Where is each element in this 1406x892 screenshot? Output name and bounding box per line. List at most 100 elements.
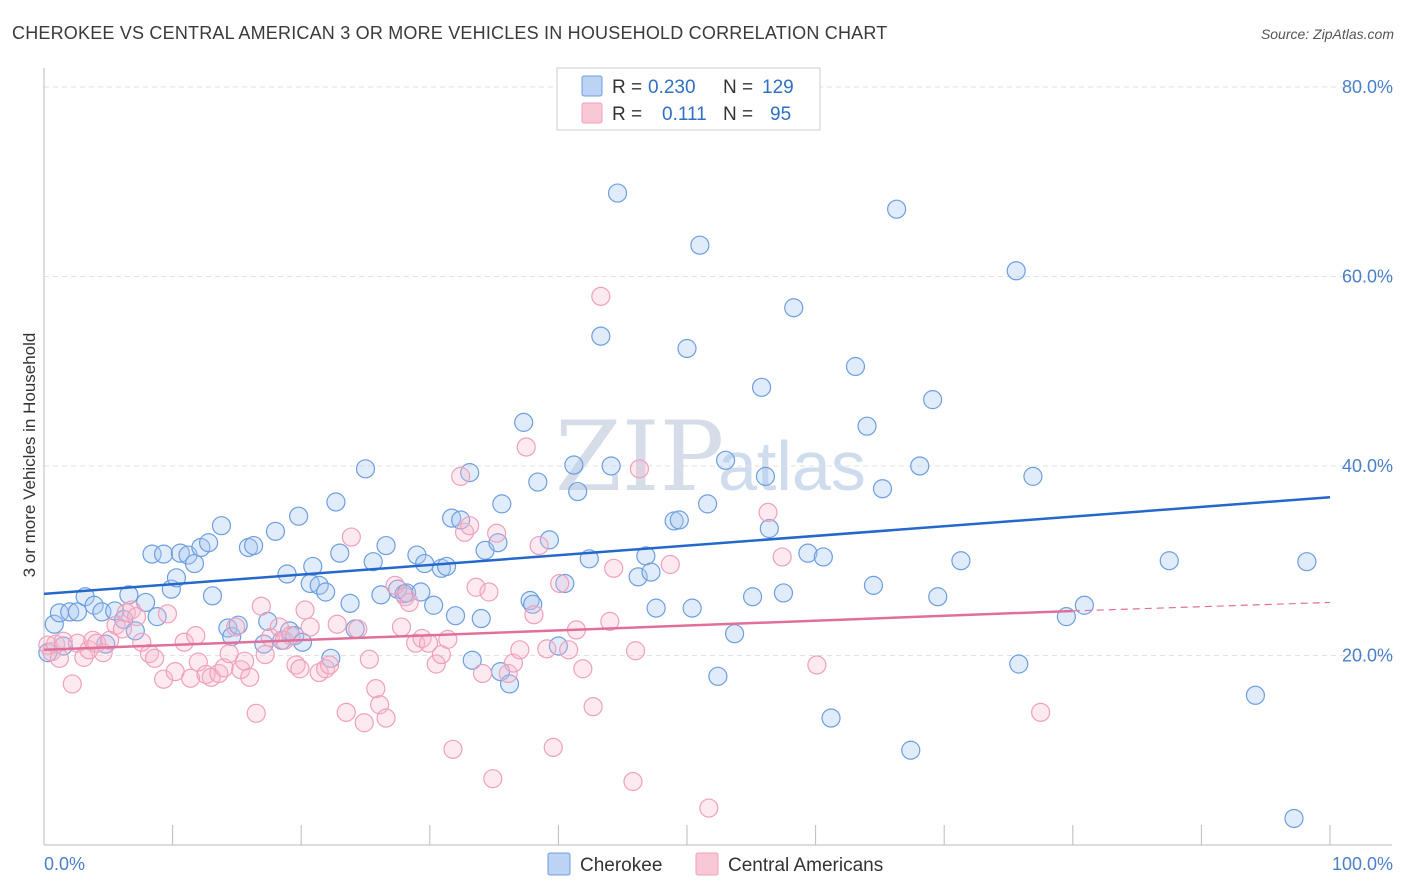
cherokee-point <box>863 575 884 595</box>
cherokee-point <box>199 533 219 553</box>
cherokee-point <box>355 459 376 479</box>
cherokee-point <box>1009 654 1029 674</box>
cherokee-point <box>326 492 346 512</box>
cherokee-point <box>628 567 648 587</box>
cherokee-point <box>641 562 661 582</box>
cherokee-point <box>170 543 190 563</box>
cherokee-point <box>514 412 534 432</box>
cherokee-point <box>142 544 162 564</box>
central-point <box>550 573 570 594</box>
cherokee-point <box>901 740 921 760</box>
central-point <box>327 614 347 634</box>
cherokee-point <box>910 456 930 476</box>
central-point <box>300 617 320 637</box>
cherokee-point <box>424 595 444 615</box>
cherokee-point <box>184 553 205 574</box>
cherokee-point <box>363 552 383 572</box>
cherokee-point <box>289 506 309 526</box>
legend-r-label-2: R = <box>612 104 642 125</box>
central-point <box>246 703 266 723</box>
central-point <box>79 640 99 660</box>
cherokee-point <box>539 530 559 550</box>
cherokee-point <box>813 547 833 567</box>
central-point <box>537 639 557 659</box>
central-point <box>516 437 536 457</box>
cherokee-point <box>923 390 943 410</box>
cherokee-point <box>677 338 697 359</box>
y-tick-label: 40.0% <box>1342 456 1393 476</box>
legend-r-label-1: R = <box>612 77 642 98</box>
central-point <box>219 643 239 664</box>
cherokee-point <box>44 614 64 634</box>
central-trend-line <box>43 609 1073 652</box>
cherokee-point <box>1159 551 1179 571</box>
central-point <box>354 713 374 733</box>
central-point <box>251 596 271 616</box>
cherokee-point <box>773 583 794 603</box>
cherokee-point <box>682 598 702 618</box>
cherokee-point <box>784 298 804 318</box>
y-tick-label: 80.0% <box>1342 77 1393 97</box>
central-point <box>174 632 194 652</box>
cherokee-point <box>751 377 772 397</box>
central-point <box>319 655 340 675</box>
central-point <box>591 286 611 306</box>
central-point <box>625 641 646 661</box>
cherokee-point <box>499 674 520 694</box>
central-point <box>186 625 206 646</box>
legend-n-label-1: N = <box>723 77 753 98</box>
central-point <box>623 771 643 792</box>
cherokee-point <box>646 598 666 618</box>
central-point <box>510 640 530 660</box>
cherokee-point <box>669 510 689 530</box>
cherokee-point <box>265 521 286 541</box>
central-point <box>121 600 142 620</box>
central-point <box>126 607 147 627</box>
central-point <box>49 648 70 668</box>
central-point <box>466 577 486 597</box>
cherokee-point <box>1023 466 1043 486</box>
central-point <box>529 535 549 556</box>
x-tick-label-min: 0.0% <box>44 854 85 874</box>
trend-lines <box>43 495 1331 652</box>
central-point <box>460 516 480 536</box>
cherokee-point <box>607 183 628 203</box>
central-point <box>479 582 499 602</box>
cherokee-point <box>471 608 491 629</box>
central-point <box>116 603 136 623</box>
grid-lines <box>44 86 1392 656</box>
axes <box>43 68 1392 846</box>
central-point <box>214 658 234 678</box>
cherokee-point <box>1006 261 1026 281</box>
central-point <box>209 663 229 684</box>
cherokee-point <box>591 326 611 346</box>
central-point <box>144 648 165 668</box>
central-trend-extension <box>1072 601 1331 612</box>
cherokee-point <box>821 708 841 728</box>
x-tick-label-max: 100.0% <box>1332 854 1393 874</box>
cherokee-point <box>724 624 745 644</box>
cherokee-point <box>1284 808 1304 829</box>
cherokee-point <box>445 606 466 626</box>
cherokee-point <box>715 450 736 470</box>
cherokee-point <box>492 494 512 514</box>
central-point <box>1031 702 1051 722</box>
cherokee-point <box>330 543 350 563</box>
legend-swatch-cherokee <box>581 75 603 97</box>
central-point <box>341 527 361 547</box>
central-point <box>543 737 563 758</box>
y-tick-label: 20.0% <box>1342 645 1393 665</box>
bottom-legend-central: Central Americans <box>728 855 883 876</box>
central-point <box>472 663 493 684</box>
cherokee-point <box>166 568 187 588</box>
central-point <box>600 611 620 631</box>
central-point <box>316 659 336 679</box>
cherokee-point <box>951 551 971 571</box>
cherokee-point <box>1245 685 1266 705</box>
central-point <box>290 659 310 679</box>
cherokee-point <box>60 602 80 622</box>
central-point <box>758 502 778 523</box>
cherokee-point <box>202 586 223 606</box>
central-point <box>772 547 792 567</box>
cherokee-point <box>690 235 710 255</box>
